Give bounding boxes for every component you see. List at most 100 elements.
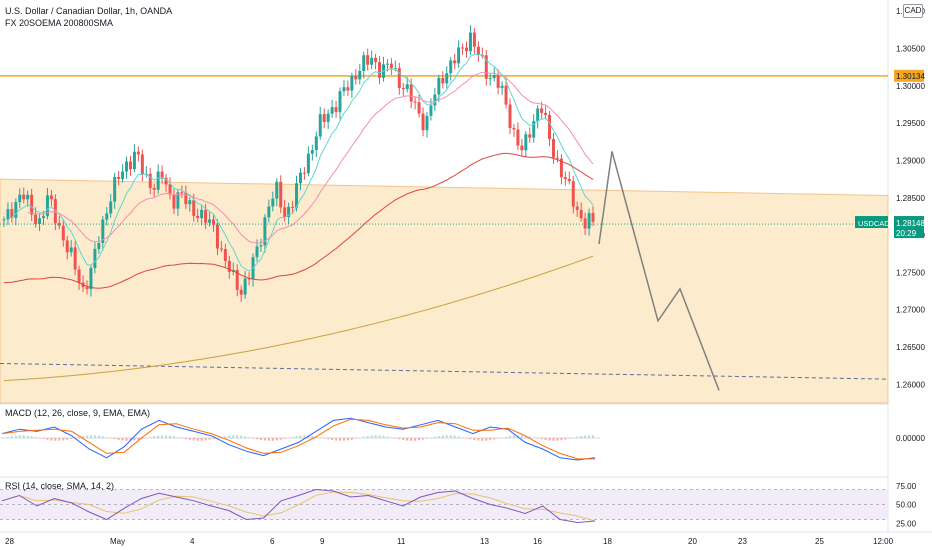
- macd-histogram-bar: [97, 435, 100, 438]
- macd-histogram-bar: [524, 435, 527, 438]
- macd-histogram-bar: [394, 438, 397, 439]
- price-tick: 1.27500: [896, 268, 925, 277]
- candle: [168, 184, 172, 195]
- candle: [140, 154, 144, 175]
- candle: [453, 60, 457, 64]
- candle: [457, 47, 461, 64]
- candle: [113, 176, 117, 202]
- time-label: 6: [270, 537, 275, 546]
- candle: [468, 32, 472, 52]
- macd-histogram-bar: [422, 438, 425, 440]
- candle: [287, 206, 291, 218]
- chart-title: U.S. Dollar / Canadian Dollar, 1h, OANDA: [5, 6, 173, 16]
- candle: [271, 198, 275, 207]
- macd-histogram-bar: [540, 438, 543, 440]
- macd-histogram-bar: [137, 438, 140, 440]
- macd-histogram-bar: [331, 438, 334, 440]
- last-price-tag: [894, 216, 924, 239]
- candle: [160, 171, 164, 178]
- time-label: 9: [320, 537, 325, 546]
- macd-histogram-bar: [505, 436, 508, 438]
- indicator-legend: FX 20SOEMA 200800SMA: [5, 18, 114, 28]
- candle: [445, 73, 449, 84]
- macd-histogram-bar: [228, 435, 231, 438]
- candle: [14, 202, 18, 218]
- candle: [61, 225, 65, 241]
- candle: [401, 87, 405, 90]
- price-tick: 1.26500: [896, 343, 925, 352]
- candle: [215, 224, 219, 249]
- macd-histogram-bar: [232, 435, 235, 438]
- candle: [42, 216, 46, 219]
- time-label: 12:00: [873, 537, 894, 546]
- macd-histogram-bar: [414, 438, 417, 441]
- price-tick: 1.29500: [896, 119, 925, 128]
- price-tick: 1.29000: [896, 156, 925, 165]
- time-label: 18: [603, 537, 612, 546]
- candle: [425, 115, 429, 131]
- macd-histogram-bar: [18, 435, 21, 438]
- macd-histogram-bar: [184, 438, 187, 440]
- candle: [378, 62, 382, 78]
- candle: [302, 172, 306, 174]
- macd-histogram-bar: [58, 438, 61, 441]
- candle: [417, 102, 421, 114]
- candle: [441, 77, 445, 84]
- projection-path: [598, 151, 720, 391]
- candle: [164, 177, 168, 185]
- macd-histogram-bar: [319, 437, 322, 438]
- candle: [374, 57, 378, 63]
- macd-histogram-bar: [441, 435, 444, 438]
- time-label: 20: [688, 537, 697, 546]
- macd-histogram-bar: [176, 437, 179, 438]
- macd-histogram-bar: [445, 435, 448, 438]
- candle: [330, 107, 334, 114]
- candle: [476, 46, 480, 56]
- candle: [429, 105, 433, 116]
- ema-mid-line: [27, 71, 594, 244]
- macd-histogram-bar: [172, 436, 175, 438]
- candle: [279, 181, 283, 208]
- candle: [69, 247, 73, 253]
- candle: [22, 194, 26, 200]
- candle: [263, 217, 267, 246]
- macd-histogram-bar: [303, 435, 306, 438]
- candle: [571, 181, 575, 207]
- candle: [275, 181, 279, 199]
- candle: [433, 94, 437, 106]
- candle: [192, 200, 196, 216]
- candle: [567, 179, 571, 182]
- candle: [125, 161, 129, 172]
- last-price-label: 1.28148: [896, 219, 925, 228]
- rsi-tick: 50.00: [896, 501, 917, 510]
- rsi-line: [1, 488, 596, 524]
- macd-histogram-bar: [161, 435, 164, 438]
- candle: [101, 219, 105, 244]
- macd-histogram-bar: [82, 436, 85, 438]
- candle: [310, 150, 314, 154]
- candle: [97, 243, 101, 249]
- candle: [528, 134, 532, 138]
- candle: [366, 55, 370, 65]
- candle: [109, 201, 113, 214]
- sma-800-line: [3, 255, 594, 382]
- macd-histogram-bar: [252, 438, 255, 439]
- candle: [204, 209, 208, 223]
- macd-histogram-bar: [342, 438, 345, 441]
- macd-histogram-bar: [224, 436, 227, 438]
- candle: [30, 194, 34, 215]
- macd-histogram-bar: [105, 437, 108, 438]
- macd-histogram-bar: [271, 438, 274, 441]
- currency-button[interactable]: CAD: [903, 4, 923, 18]
- macd-histogram-bar: [378, 435, 381, 438]
- macd-histogram-bar: [469, 438, 472, 440]
- macd-histogram-bar: [390, 437, 393, 438]
- candle: [449, 60, 453, 74]
- macd-histogram-bar: [473, 438, 476, 441]
- candle: [508, 104, 512, 128]
- macd-histogram-bar: [169, 435, 172, 438]
- macd-histogram-bar: [283, 438, 286, 439]
- macd-histogram-bar: [437, 435, 440, 438]
- candle: [504, 85, 508, 105]
